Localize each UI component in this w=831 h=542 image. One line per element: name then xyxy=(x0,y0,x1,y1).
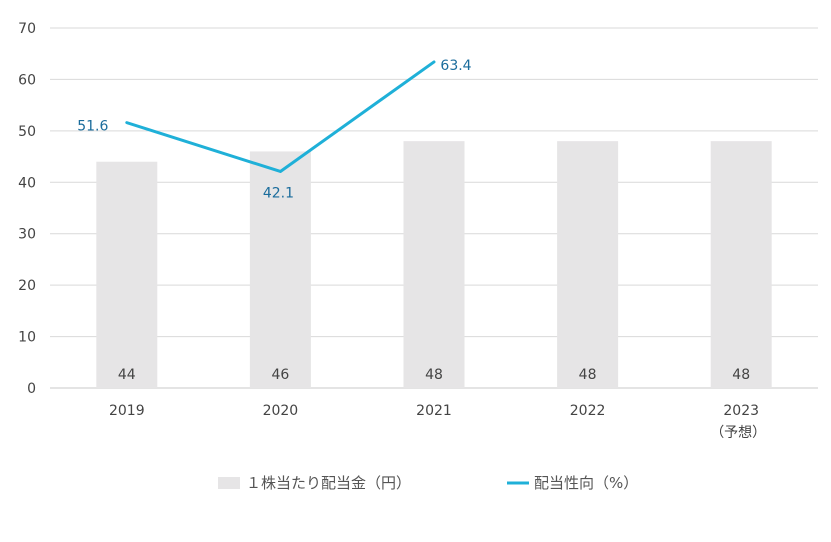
y-tick-label: 10 xyxy=(18,330,36,346)
legend-swatch-bar xyxy=(218,477,240,489)
x-tick-label: 2020 xyxy=(263,403,299,419)
bar xyxy=(710,141,772,388)
x-tick-label: 2021 xyxy=(416,403,452,419)
bar-value-label: 48 xyxy=(579,367,597,383)
y-tick-label: 0 xyxy=(27,381,36,397)
x-tick-label: 2023 xyxy=(723,403,759,419)
dividend-payout-ratio-line xyxy=(125,60,436,173)
x-tick-sublabel: （予想） xyxy=(710,425,766,441)
line-value-label: 63.4 xyxy=(440,58,471,74)
bar-value-label: 46 xyxy=(271,367,289,383)
y-tick-label: 40 xyxy=(18,175,36,191)
legend-label-line: 配当性向（%） xyxy=(534,474,638,492)
y-tick-label: 20 xyxy=(18,278,36,294)
line-value-label: 42.1 xyxy=(263,185,294,201)
bar xyxy=(96,161,158,388)
bar xyxy=(249,151,311,388)
y-tick-label: 30 xyxy=(18,227,36,243)
bar xyxy=(403,141,465,388)
bar-value-label: 44 xyxy=(118,367,136,383)
legend-label-bar: １株当たり配当金（円） xyxy=(246,474,411,492)
x-tick-label: 2019 xyxy=(109,403,145,419)
y-tick-label: 60 xyxy=(18,72,36,88)
bar xyxy=(557,141,619,388)
bar-value-label: 48 xyxy=(425,367,443,383)
line-value-label: 51.6 xyxy=(77,119,108,135)
x-tick-label: 2022 xyxy=(570,403,606,419)
y-tick-label: 70 xyxy=(18,21,36,37)
y-tick-label: 50 xyxy=(18,124,36,140)
bar-value-label: 48 xyxy=(732,367,750,383)
